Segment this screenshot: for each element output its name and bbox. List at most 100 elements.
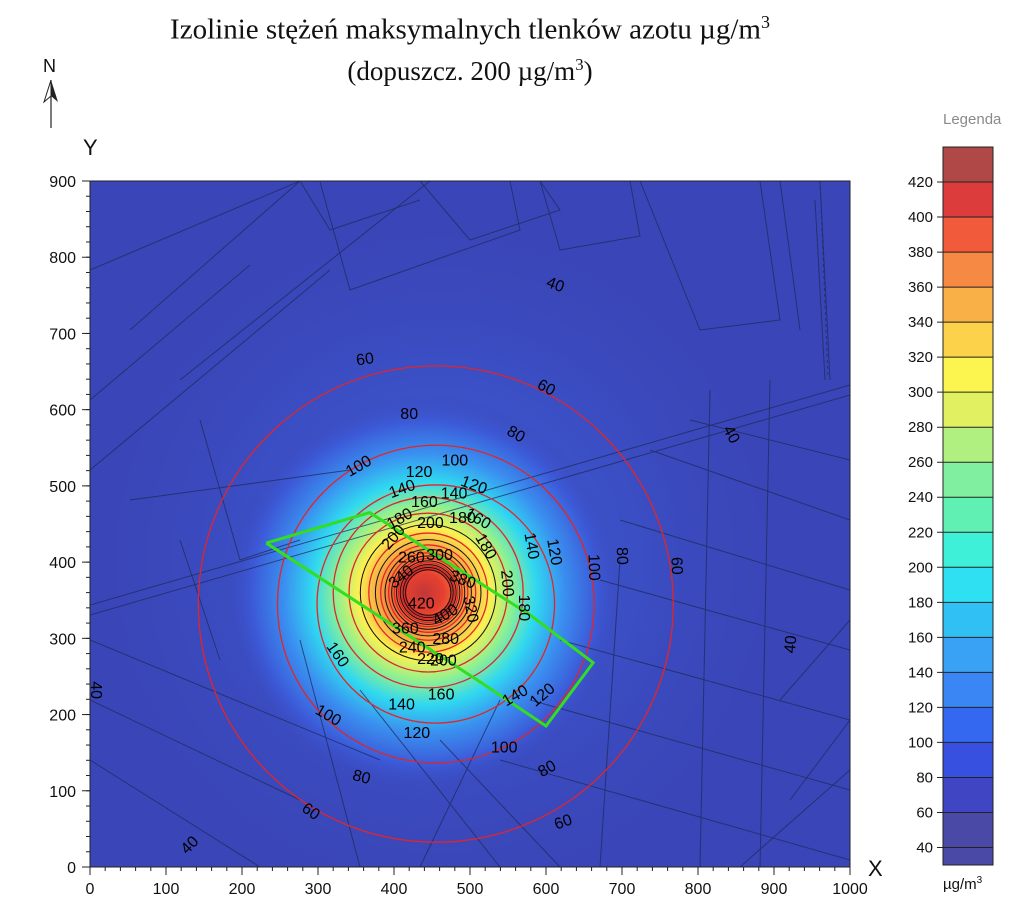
contour-label: 100 xyxy=(491,739,518,756)
legend-swatch xyxy=(943,182,993,218)
contour-label: 220 xyxy=(417,651,444,668)
legend-swatch xyxy=(943,217,993,253)
legend-level-label: 100 xyxy=(908,734,933,751)
contour-label: 40 xyxy=(782,635,801,654)
legend-swatch xyxy=(943,532,993,568)
legend-level-label: 180 xyxy=(908,594,933,611)
y-tick-label: 400 xyxy=(49,555,76,572)
legend-level-label: 80 xyxy=(916,769,933,786)
legend-swatch xyxy=(943,742,993,778)
legend: Legenda 40 60 80 100 120 140 160 180 200 220 240 26… xyxy=(908,111,1002,893)
legend-swatch xyxy=(943,637,993,673)
contour-label: 100 xyxy=(584,554,602,581)
legend-level-label: 320 xyxy=(908,349,933,366)
north-arrow-head-outline xyxy=(44,80,51,102)
x-tick-label: 800 xyxy=(685,881,712,898)
x-tick-label: 300 xyxy=(305,881,332,898)
contour-label: 160 xyxy=(411,494,438,511)
legend-level-label: 340 xyxy=(908,314,933,331)
legend-unit-superscript: 3 xyxy=(977,875,983,886)
legend-swatch xyxy=(943,497,993,533)
contour-label: 140 xyxy=(441,485,468,502)
legend-level-label: 200 xyxy=(908,559,933,576)
y-tick-label: 900 xyxy=(49,174,76,191)
legend-level-label: 400 xyxy=(908,209,933,226)
x-tick-label: 400 xyxy=(381,881,408,898)
contour-label: 280 xyxy=(432,631,459,648)
legend-swatch xyxy=(943,846,993,865)
contour-label: 80 xyxy=(400,406,418,423)
y-tick-label: 200 xyxy=(49,708,76,725)
x-tick-label: 200 xyxy=(229,881,256,898)
contour-label: 140 xyxy=(388,697,415,714)
contour-label: 300 xyxy=(426,547,453,564)
legend-title: Legenda xyxy=(943,111,1002,128)
y-tick-label: 300 xyxy=(49,631,76,648)
legend-color-bar xyxy=(937,147,993,865)
legend-level-label: 260 xyxy=(908,454,933,471)
legend-level-label: 300 xyxy=(908,384,933,401)
legend-swatch xyxy=(943,252,993,288)
y-tick-label: 500 xyxy=(49,479,76,496)
legend-level-label: 160 xyxy=(908,629,933,646)
legend-level-label: 360 xyxy=(908,279,933,296)
contour-label: 260 xyxy=(398,550,425,567)
legend-swatch xyxy=(943,392,993,428)
y-axis-label: Y xyxy=(83,135,98,160)
legend-level-label: 140 xyxy=(908,664,933,681)
contour-label: 60 xyxy=(667,557,685,575)
contour-label: 420 xyxy=(408,595,435,612)
legend-level-label: 420 xyxy=(908,174,933,191)
contour-label: 200 xyxy=(497,569,516,597)
y-tick-label: 700 xyxy=(49,326,76,343)
legend-unit: µg/m3 xyxy=(943,875,983,893)
north-arrow-head-icon xyxy=(51,80,58,102)
x-tick-label: 500 xyxy=(457,881,484,898)
legend-swatch xyxy=(943,287,993,323)
x-tick-label: 100 xyxy=(153,881,180,898)
legend-swatch xyxy=(943,672,993,708)
legend-swatch xyxy=(943,567,993,603)
contour-label: 360 xyxy=(392,620,419,637)
x-tick-label: 0 xyxy=(86,881,95,898)
contour-label: 120 xyxy=(403,725,430,742)
y-tick-label: 800 xyxy=(49,250,76,267)
north-arrow-label: N xyxy=(43,56,56,76)
legend-level-label: 280 xyxy=(908,419,933,436)
contour-label: 180 xyxy=(515,594,532,621)
north-arrow: N xyxy=(43,56,58,128)
x-axis-label: X xyxy=(868,856,883,881)
legend-level-label: 40 xyxy=(916,839,933,856)
legend-swatch xyxy=(943,812,993,848)
contour-label: 100 xyxy=(441,453,468,470)
legend-swatch xyxy=(943,707,993,743)
legend-swatch xyxy=(943,602,993,638)
legend-labels: 40 60 80 100 120 140 160 180 200 220 240 260 280 300 3… xyxy=(908,174,933,856)
x-tick-label: 600 xyxy=(533,881,560,898)
legend-level-label: 120 xyxy=(908,699,933,716)
contour-label: 180 xyxy=(449,510,476,527)
contour-label: 160 xyxy=(428,687,455,704)
y-tick-label: 600 xyxy=(49,403,76,420)
legend-level-label: 240 xyxy=(908,489,933,506)
contour-label: 200 xyxy=(417,515,444,532)
legend-level-label: 380 xyxy=(908,244,933,261)
contour-label: 60 xyxy=(355,350,375,369)
y-tick-label: 0 xyxy=(67,860,76,877)
legend-swatch xyxy=(943,462,993,498)
legend-unit-text: µg/m xyxy=(943,876,977,893)
legend-swatch xyxy=(943,322,993,358)
y-tick-label: 100 xyxy=(49,784,76,801)
legend-swatch xyxy=(943,147,993,183)
legend-level-label: 60 xyxy=(916,804,933,821)
x-tick-label: 900 xyxy=(761,881,788,898)
legend-swatch xyxy=(943,357,993,393)
contour-label: 80 xyxy=(613,547,631,565)
x-axis-ticks: 0 100 200 300 400 500 600 700 800 900 1000 xyxy=(86,867,868,898)
legend-level-label: 220 xyxy=(908,524,933,541)
y-axis-ticks: 0 100 200 300 400 500 600 700 800 900 xyxy=(49,174,90,877)
x-tick-label: 700 xyxy=(609,881,636,898)
legend-swatch xyxy=(943,777,993,813)
